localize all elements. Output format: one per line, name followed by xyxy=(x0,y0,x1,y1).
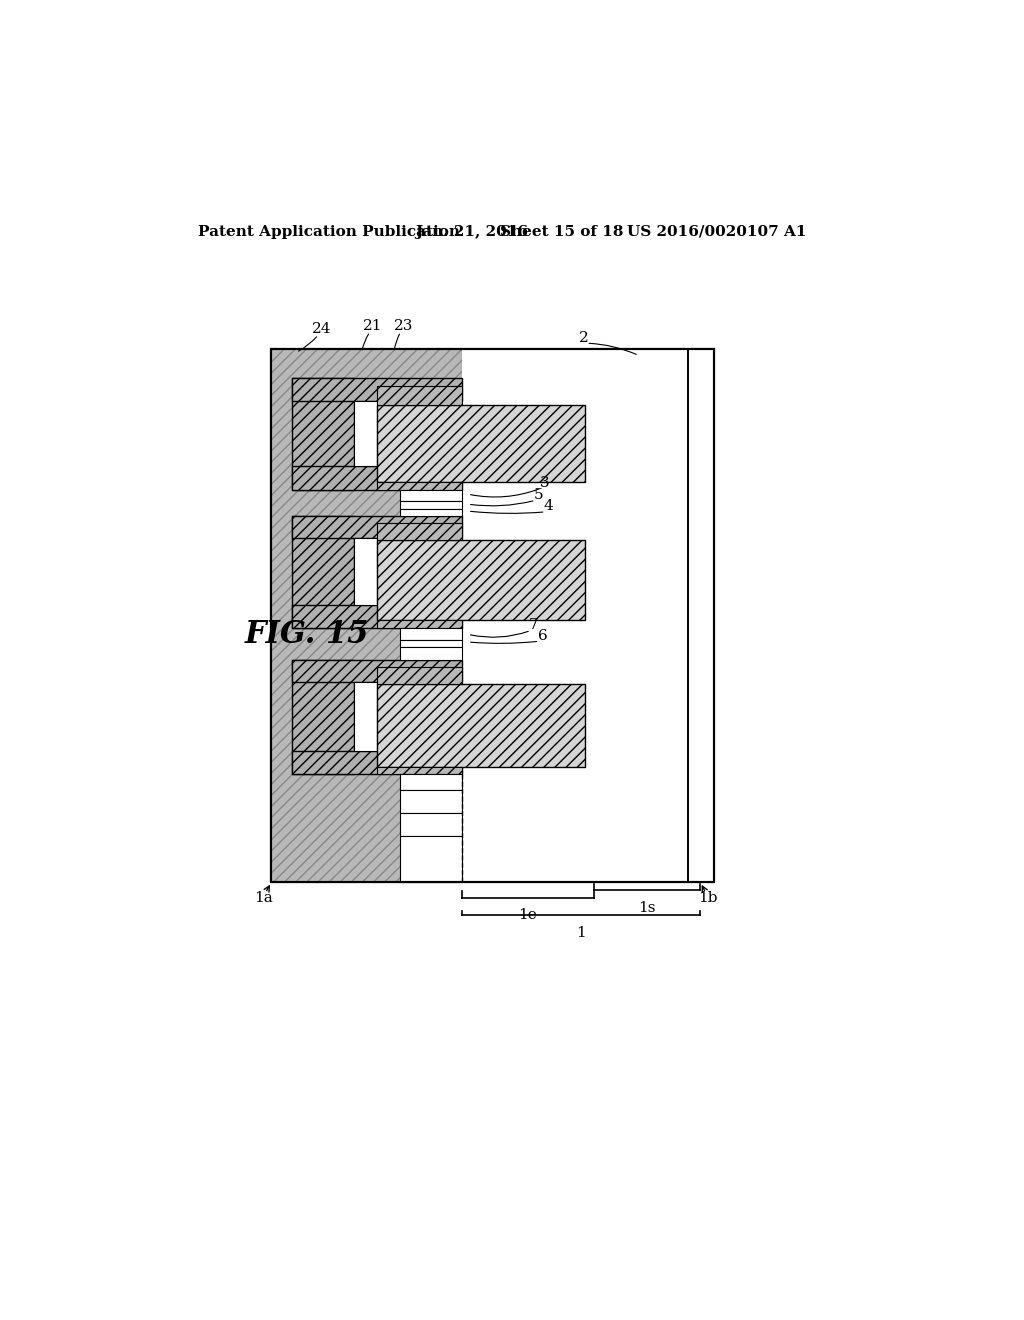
Bar xyxy=(271,350,714,882)
Bar xyxy=(400,813,462,836)
Bar xyxy=(292,516,354,628)
Bar xyxy=(377,540,585,620)
Text: 4: 4 xyxy=(544,499,554,513)
Bar xyxy=(292,516,462,539)
Bar xyxy=(400,502,462,508)
Bar xyxy=(377,620,462,628)
Text: 2: 2 xyxy=(579,331,588,345)
Bar xyxy=(377,667,462,684)
Text: Patent Application Publication: Patent Application Publication xyxy=(199,224,461,239)
Bar xyxy=(292,466,462,490)
Text: 6: 6 xyxy=(538,628,548,643)
Bar xyxy=(400,628,462,640)
Text: 1b: 1b xyxy=(698,891,718,904)
Bar xyxy=(400,647,462,660)
Bar xyxy=(271,350,714,882)
Bar xyxy=(377,767,462,775)
Text: 5: 5 xyxy=(534,488,544,502)
Text: 24: 24 xyxy=(311,322,332,337)
Text: Sheet 15 of 18: Sheet 15 of 18 xyxy=(500,224,624,239)
Bar xyxy=(377,482,462,490)
Bar xyxy=(400,836,462,882)
Bar xyxy=(354,401,377,466)
Text: 7: 7 xyxy=(529,618,539,632)
Bar xyxy=(377,405,585,482)
Text: 1a: 1a xyxy=(254,891,272,904)
Text: US 2016/0020107 A1: US 2016/0020107 A1 xyxy=(628,224,807,239)
Bar xyxy=(400,490,462,502)
Text: 1: 1 xyxy=(577,927,586,940)
Bar xyxy=(292,660,354,775)
Text: 1s: 1s xyxy=(639,900,656,915)
Text: FIG. 15: FIG. 15 xyxy=(245,619,369,649)
Bar xyxy=(292,378,354,490)
Text: Jan. 21, 2016: Jan. 21, 2016 xyxy=(416,224,528,239)
Bar xyxy=(400,789,462,813)
Bar xyxy=(292,751,462,775)
Bar xyxy=(292,378,462,401)
Text: 3: 3 xyxy=(540,475,550,490)
Text: 1e: 1e xyxy=(518,908,538,923)
Bar xyxy=(400,508,462,516)
Bar xyxy=(271,350,462,882)
Bar xyxy=(377,684,585,767)
Bar xyxy=(292,605,462,628)
Bar xyxy=(292,660,462,682)
Bar xyxy=(271,350,714,882)
Text: 23: 23 xyxy=(394,319,414,333)
Bar xyxy=(400,775,462,789)
Bar xyxy=(354,539,377,605)
Bar xyxy=(354,682,377,751)
Bar xyxy=(377,385,462,405)
Text: 21: 21 xyxy=(364,319,383,333)
Bar xyxy=(462,350,714,882)
Bar xyxy=(377,523,462,540)
Bar xyxy=(400,640,462,647)
